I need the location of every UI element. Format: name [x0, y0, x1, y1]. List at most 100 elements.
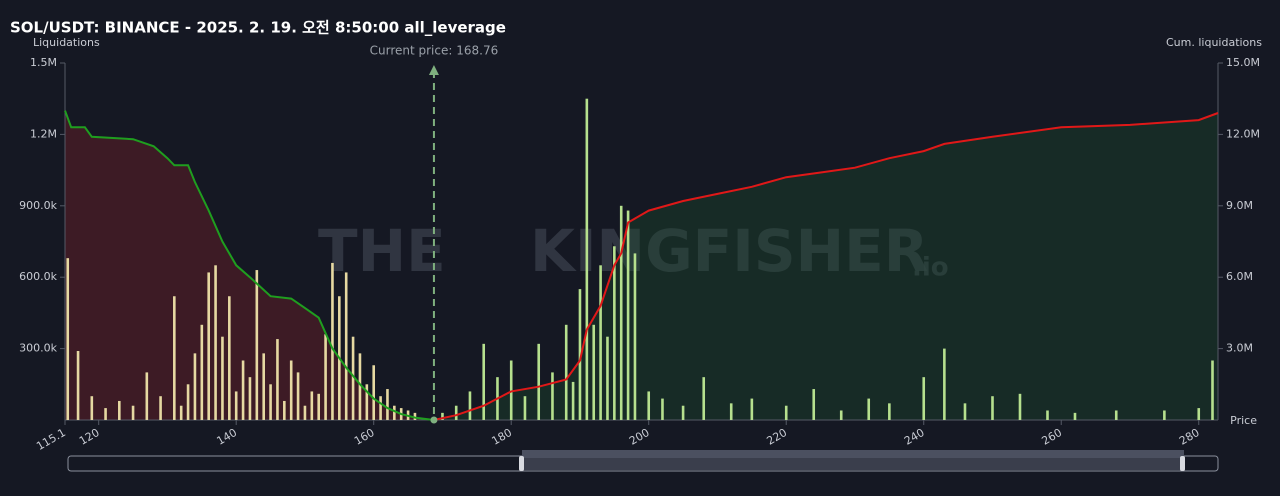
- bar: [372, 365, 376, 420]
- bar: [179, 405, 183, 420]
- bar: [186, 384, 190, 420]
- bar: [317, 393, 321, 420]
- bar: [200, 324, 204, 420]
- bar: [482, 343, 486, 420]
- bar: [310, 391, 314, 420]
- bar: [145, 372, 149, 420]
- scroll-thumb[interactable]: [522, 450, 1184, 458]
- bar: [289, 360, 293, 420]
- y-tick-label: 1.5M: [30, 56, 57, 69]
- bar: [599, 265, 602, 420]
- bar: [386, 389, 389, 420]
- bar: [234, 391, 238, 420]
- bar: [633, 253, 637, 420]
- bar: [269, 384, 272, 420]
- bar: [661, 398, 664, 420]
- bar: [131, 405, 135, 420]
- bar: [523, 396, 527, 420]
- bar: [441, 412, 444, 420]
- bar: [592, 324, 596, 420]
- area: [65, 110, 434, 420]
- scroll-handle[interactable]: [1180, 456, 1185, 471]
- bar: [324, 334, 327, 420]
- bar: [551, 372, 554, 420]
- y2-tick-label: 6.0M: [1226, 270, 1253, 283]
- current-price-label: Current price: 168.76: [370, 44, 499, 58]
- y2-tick-label: 9.0M: [1226, 199, 1253, 212]
- watermark: THE KINGFISHER .io: [318, 217, 949, 285]
- bar: [90, 396, 94, 420]
- bar: [571, 381, 575, 420]
- bar: [283, 400, 286, 420]
- bar: [1046, 410, 1049, 420]
- bar: [564, 324, 568, 420]
- bar: [214, 265, 217, 420]
- watermark-text: .io: [912, 253, 949, 283]
- watermark-text: THE: [318, 217, 446, 285]
- bar: [1163, 410, 1166, 420]
- bar: [812, 389, 816, 420]
- bar: [963, 403, 967, 420]
- bar: [681, 405, 685, 420]
- bar: [1018, 393, 1022, 420]
- bar: [1073, 412, 1077, 420]
- bar: [379, 396, 382, 420]
- y2-axis-label: Cum. liquidations: [1166, 36, 1262, 49]
- bar: [104, 408, 107, 420]
- bar: [358, 353, 362, 420]
- bar: [221, 336, 224, 420]
- bar: [393, 405, 396, 420]
- bar: [585, 98, 589, 420]
- bar: [991, 396, 994, 420]
- bar: [365, 384, 369, 420]
- bar: [66, 258, 70, 420]
- y-tick-label: 600.0k: [19, 270, 57, 283]
- scroll-range[interactable]: [522, 458, 1184, 470]
- bar: [413, 412, 417, 420]
- x-axis-label: Price: [1230, 414, 1257, 427]
- bar: [296, 372, 300, 420]
- bar: [344, 272, 348, 420]
- bar: [613, 246, 616, 420]
- area: [433, 113, 1218, 420]
- bar: [509, 360, 513, 420]
- bar: [255, 270, 259, 420]
- bar: [173, 296, 176, 420]
- bar: [922, 377, 926, 420]
- bar: [454, 405, 458, 420]
- bar: [1197, 408, 1201, 420]
- current-price-arrow: [428, 65, 439, 75]
- bar: [1211, 360, 1214, 420]
- bar: [626, 210, 630, 420]
- bar: [537, 343, 541, 420]
- chart-title: SOL/USDT: BINANCE - 2025. 2. 19. 오전 8:50…: [10, 19, 506, 37]
- bar: [228, 296, 231, 420]
- scroll-handle[interactable]: [519, 456, 524, 471]
- bar: [943, 348, 946, 420]
- bar: [118, 400, 121, 420]
- bar: [351, 336, 355, 420]
- bar: [76, 350, 80, 420]
- bar: [867, 398, 871, 420]
- y2-tick-label: 3.0M: [1226, 342, 1253, 355]
- bar: [241, 360, 245, 420]
- scrollbar[interactable]: [67, 450, 1219, 472]
- bar: [578, 289, 582, 420]
- plot: 300.0k 600.0k 900.0k 1.2M 1.5M 3.0M 6.0M 9.0M 12…: [19, 44, 1260, 453]
- y-tick-label: 300.0k: [19, 342, 57, 355]
- bar: [888, 403, 891, 420]
- bar: [331, 262, 334, 420]
- bar: [248, 377, 252, 420]
- y2-tick-label: 15.0M: [1226, 56, 1260, 69]
- cumulative-line: [433, 112, 1219, 421]
- current-price-dot: [430, 416, 438, 424]
- bar: [839, 410, 843, 420]
- bar: [784, 405, 788, 420]
- bar: [262, 353, 265, 420]
- watermark-text: KINGFISHER: [530, 217, 928, 285]
- bar: [193, 353, 197, 420]
- bar: [303, 405, 307, 420]
- bar: [702, 377, 706, 420]
